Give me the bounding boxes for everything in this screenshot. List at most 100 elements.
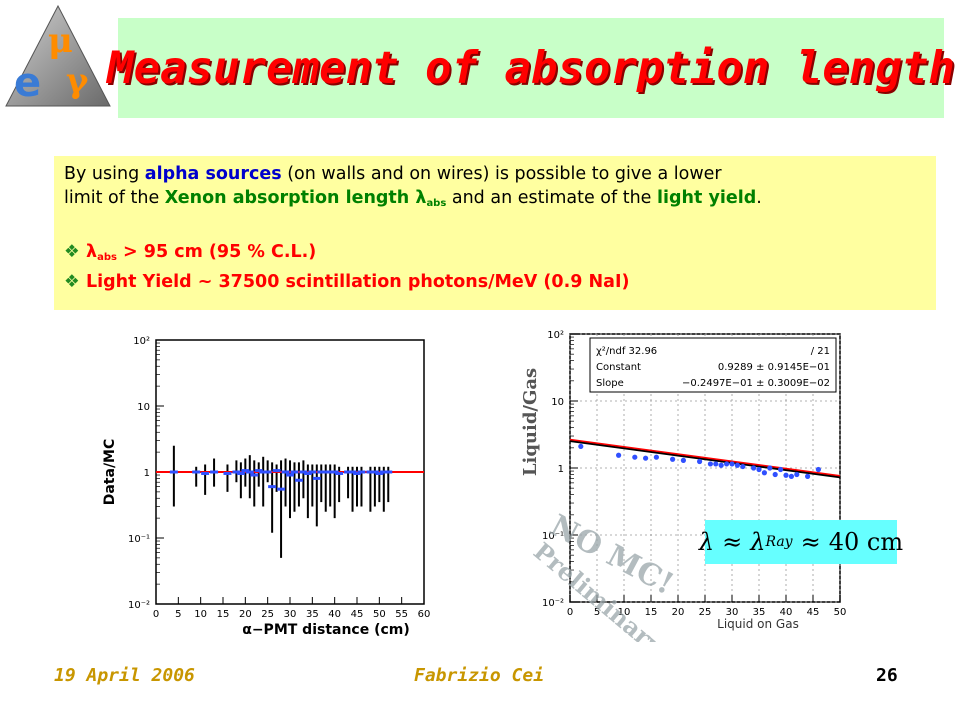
stats-label: Constant xyxy=(596,362,641,373)
y-tick-label: 10 xyxy=(551,397,564,408)
y-tick-label: 1 xyxy=(558,464,564,475)
footer-author: Fabrizio Cei xyxy=(414,665,545,686)
x-tick-label: 20 xyxy=(239,609,252,620)
x-tick-label: 50 xyxy=(373,609,386,620)
data-point xyxy=(783,472,789,478)
x-tick-label: 30 xyxy=(284,609,297,620)
x-tick-label: 10 xyxy=(618,607,631,618)
data-point xyxy=(767,465,773,471)
stats-value: / 21 xyxy=(811,346,830,357)
intro-text: (on walls and on wires) is possible to g… xyxy=(281,164,722,184)
intro-line-2: limit of the Xenon absorption length λab… xyxy=(64,186,936,216)
x-tick-label: 35 xyxy=(753,607,766,618)
logo-e: e xyxy=(14,60,41,106)
data-point xyxy=(772,471,778,478)
data-point xyxy=(761,470,767,476)
slide-title: Measurement of absorption length xyxy=(107,42,955,94)
x-tick-label: 60 xyxy=(418,609,431,620)
formula-lambda: λ xyxy=(698,528,715,556)
data-point xyxy=(616,452,622,458)
right-plot: 10² 10 1 10⁻¹ 10⁻²0 5 10 15 20 25 30 35 40 45 50 Liquid… xyxy=(520,330,847,642)
data-point xyxy=(805,473,811,479)
x-tick-label: 25 xyxy=(699,607,712,618)
page-number: 26 xyxy=(876,665,898,686)
stats-box xyxy=(589,337,837,393)
intro-line-1: By using alpha sources (on walls and on … xyxy=(64,162,936,186)
data-point xyxy=(697,458,703,465)
title-banner: Measurement of absorption length xyxy=(107,18,955,118)
alpha-sources-highlight: alpha sources xyxy=(144,164,282,184)
data-point xyxy=(788,473,794,479)
data-point xyxy=(794,471,800,478)
data-point xyxy=(751,465,757,471)
formula-approx: ≈ xyxy=(800,528,821,556)
data-point xyxy=(778,466,784,473)
y-tick-label: 10⁻¹ xyxy=(542,531,564,542)
y-tick-label: 1 xyxy=(144,468,150,479)
data-point xyxy=(740,463,746,470)
intro-text: and an estimate of the xyxy=(446,188,658,208)
fit-line xyxy=(569,438,841,477)
x-tick-label: 5 xyxy=(594,607,600,618)
data-point xyxy=(729,461,735,467)
formula-value: 40 cm xyxy=(828,528,904,556)
x-tick-label: 55 xyxy=(395,609,408,620)
x-tick-label: 45 xyxy=(351,609,364,620)
logo-gamma: γ xyxy=(66,61,89,101)
intro-text: By using xyxy=(64,164,145,184)
data-point xyxy=(815,466,821,473)
x-axis-label: α−PMT distance (cm) xyxy=(242,622,410,638)
x-tick-label: 40 xyxy=(328,609,341,620)
intro-textbox: By using alpha sources (on walls and on … xyxy=(54,156,936,310)
diamond-bullet-icon: ❖ xyxy=(64,272,80,292)
data-point xyxy=(653,454,659,460)
x-tick-label: 40 xyxy=(780,607,793,618)
x-tick-label: 10 xyxy=(194,609,207,620)
x-tick-label: 0 xyxy=(153,609,159,620)
lambda-symbol: λabs xyxy=(415,188,447,209)
x-tick-label: 50 xyxy=(834,607,847,618)
bullet-lambda-sub: abs xyxy=(97,252,117,263)
x-tick-label: 30 xyxy=(726,607,739,618)
meg-logo: μ e γ xyxy=(5,4,111,107)
data-point xyxy=(724,461,730,467)
bullet-absorption: ❖ λabs > 95 cm (95 % C.L.) xyxy=(64,240,936,270)
y-axis-label: Data/MC xyxy=(102,439,118,506)
data-point xyxy=(734,462,740,468)
data-point xyxy=(643,455,649,461)
bullet-lambda: λ xyxy=(86,242,98,262)
x-tick-label: 15 xyxy=(645,607,658,618)
y-tick-label: 10 xyxy=(137,402,150,413)
footer-date: 19 April 2006 xyxy=(54,665,195,686)
intro-text: . xyxy=(756,188,762,208)
stats-value: 0.9289 ± 0.9145E−01 xyxy=(718,362,830,373)
x-tick-label: 20 xyxy=(672,607,685,618)
spacer xyxy=(64,216,936,240)
y-tick-label: 10² xyxy=(547,330,564,341)
formula-lambda-ray: λ xyxy=(750,528,766,556)
x-tick-label: 5 xyxy=(175,609,181,620)
logo-mu: μ xyxy=(48,21,73,61)
bullet-text: > 95 cm (95 % C.L.) xyxy=(116,242,317,262)
intro-text: limit of the xyxy=(64,188,165,208)
bullet-text: Light Yield ~ 37500 scintillation photon… xyxy=(86,272,630,292)
x-tick-label: 35 xyxy=(306,609,319,620)
rayleigh-formula: λ ≈ λ Ray ≈ 40 cm xyxy=(699,520,903,564)
xenon-highlight: Xenon absorption length xyxy=(164,188,416,208)
data-point xyxy=(718,462,724,468)
data-point xyxy=(578,443,584,450)
x-tick-label: 25 xyxy=(261,609,274,620)
data-point xyxy=(680,457,686,463)
diamond-bullet-icon: ❖ xyxy=(64,242,80,262)
y-tick-label: 10⁻² xyxy=(128,600,150,611)
formula-ray-sub: Ray xyxy=(765,534,793,550)
y-tick-label: 10⁻¹ xyxy=(128,534,150,545)
x-tick-label: 45 xyxy=(807,607,820,618)
data-point xyxy=(632,454,638,460)
data-point xyxy=(707,461,713,467)
y-axis-label: Liquid/Gas xyxy=(520,368,541,476)
x-tick-label: 0 xyxy=(567,607,573,618)
stats-label: Slope xyxy=(596,378,624,389)
data-point xyxy=(713,461,719,467)
y-tick-label: 10⁻² xyxy=(542,598,564,609)
